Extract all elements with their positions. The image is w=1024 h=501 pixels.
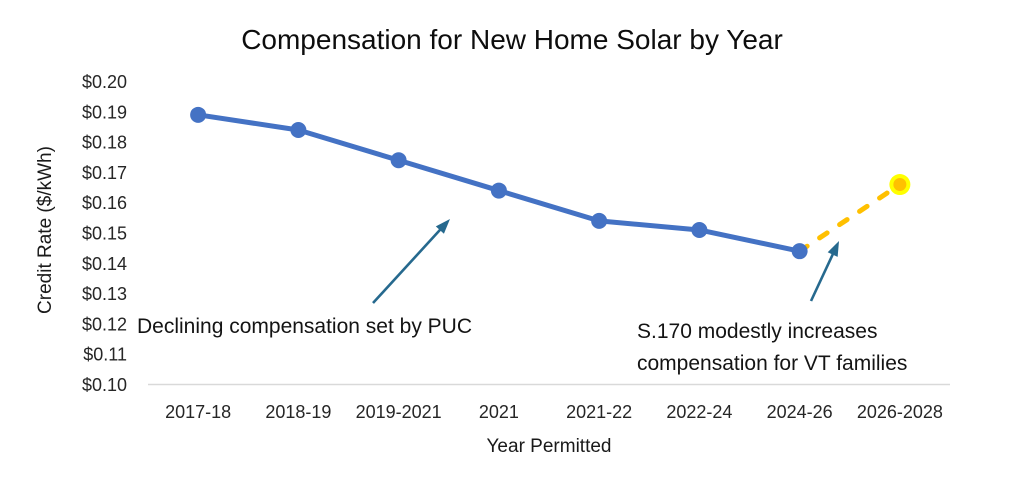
- x-tick-label: 2019-2021: [356, 402, 442, 422]
- annotation-s170-line1: S.170 modestly increases: [637, 320, 878, 343]
- y-tick-label: $0.15: [82, 224, 127, 244]
- x-axis-title: Year Permitted: [486, 436, 612, 457]
- annotation-declining-compensation: Declining compensation set by PUC: [137, 315, 472, 338]
- annotation-s170-line2: compensation for VT families: [637, 352, 908, 375]
- y-tick-label: $0.14: [82, 254, 127, 274]
- x-tick-label: 2021-22: [566, 402, 632, 422]
- x-tick-label: 2021: [479, 402, 519, 422]
- y-tick-label: $0.18: [82, 133, 127, 153]
- x-tick-label: 2017-18: [165, 402, 231, 422]
- x-tick-label: 2026-2028: [857, 402, 943, 422]
- annotation-arrow-2: [809, 250, 836, 302]
- data-point-series-1: [490, 182, 507, 199]
- data-point-series-1: [390, 152, 407, 169]
- annotation-s170: S.170 modestly increases compensation fo…: [637, 316, 907, 380]
- y-tick-label: $0.16: [82, 193, 127, 213]
- x-tick-label: 2022-24: [666, 402, 732, 422]
- annotation-arrowhead-1: [435, 219, 450, 234]
- annotation-arrowhead-2: [827, 241, 839, 257]
- y-tick-label: $0.11: [83, 345, 127, 365]
- y-tick-label: $0.19: [82, 102, 127, 122]
- data-point-series-1: [791, 243, 808, 260]
- annotation-arrow-1: [372, 226, 444, 304]
- x-tick-label: 2024-26: [767, 402, 833, 422]
- x-tick-label: 2018-19: [265, 402, 331, 422]
- y-tick-label: $0.13: [82, 284, 127, 304]
- data-point-series-1: [691, 221, 708, 238]
- y-tick-label: $0.17: [82, 163, 127, 183]
- chart-title: Compensation for New Home Solar by Year: [241, 24, 783, 55]
- y-tick-label: $0.12: [82, 314, 127, 334]
- data-point-series-1: [591, 212, 608, 229]
- series-line-series-2: [797, 182, 903, 254]
- data-point-series-1: [190, 106, 207, 123]
- y-tick-label: $0.20: [82, 72, 127, 92]
- y-tick-label: $0.10: [82, 375, 127, 395]
- data-point-series-1: [290, 121, 307, 138]
- end-marker: [893, 178, 907, 192]
